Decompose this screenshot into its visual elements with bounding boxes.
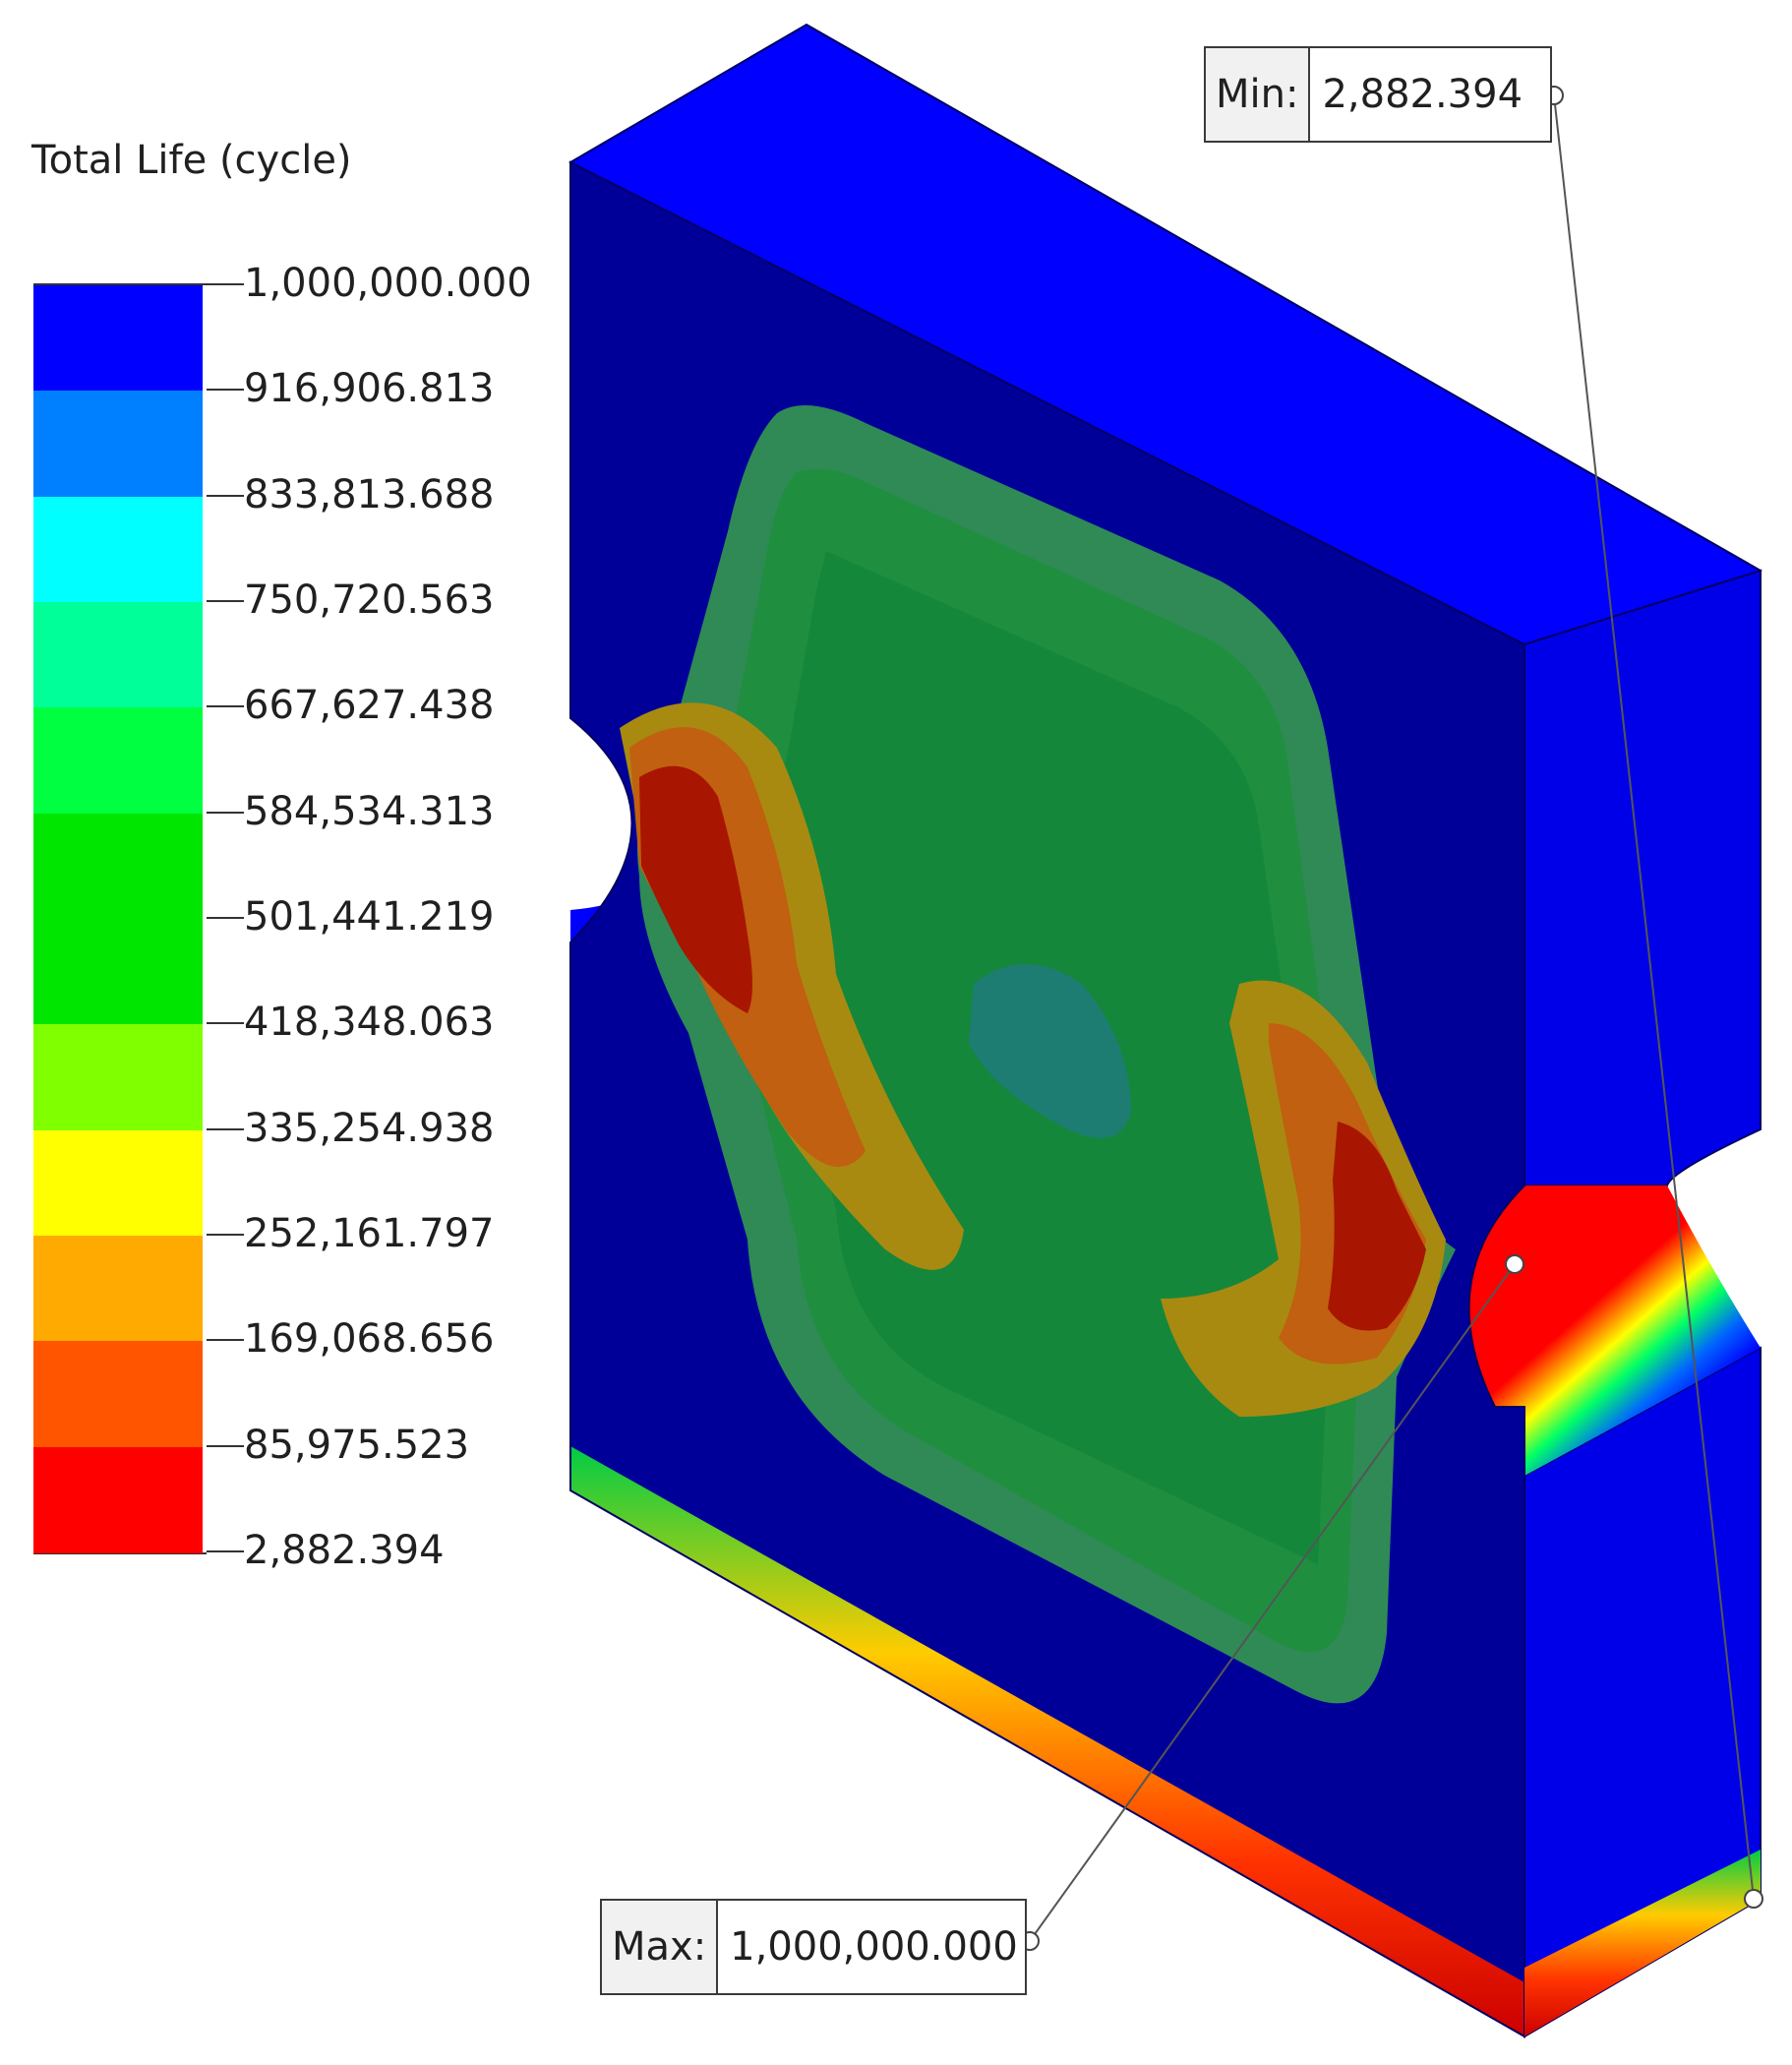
legend-label: 335,254.938 — [244, 1105, 495, 1151]
legend-tick — [207, 283, 244, 285]
legend-tick — [207, 705, 244, 708]
legend-label: 833,813.688 — [244, 471, 495, 517]
legend-tick — [207, 600, 244, 602]
legend-title: Total Life (cycle) — [31, 138, 352, 183]
min-probe-label: Min: — [1206, 48, 1311, 141]
legend-color-bar — [33, 283, 207, 1554]
legend-tick — [207, 1339, 244, 1342]
legend-tick — [207, 811, 244, 814]
legend-label: 169,068.656 — [244, 1316, 495, 1363]
legend-band — [33, 1446, 203, 1553]
right-hotspot-inner — [1328, 1122, 1426, 1331]
max-probe-label: Max: — [602, 1901, 719, 1993]
legend-band — [33, 1236, 203, 1343]
legend-band — [33, 496, 203, 603]
legend-label: 916,906.813 — [244, 366, 495, 412]
legend-tick — [207, 917, 244, 919]
max-probe-point — [1505, 1254, 1524, 1274]
legend-label: 584,534.313 — [244, 788, 495, 834]
right-lower-bottom-band — [1524, 1850, 1761, 2036]
legend-tick — [207, 1127, 244, 1130]
legend-band — [33, 391, 203, 498]
legend-tick — [207, 1550, 244, 1552]
min-probe-point — [1744, 1889, 1763, 1909]
max-probe-box[interactable]: Max: 1,000,000.000 — [600, 1899, 1027, 1995]
legend-tick — [207, 494, 244, 497]
legend-band — [33, 1024, 203, 1131]
left-hotspot-inner — [639, 765, 752, 1013]
legend-band — [33, 602, 203, 709]
legend-tick — [207, 1234, 244, 1236]
contour-center — [969, 964, 1131, 1138]
legend-label: 1,000,000.000 — [244, 261, 532, 306]
legend-label: 85,975.523 — [244, 1422, 470, 1468]
legend-label: 750,720.563 — [244, 577, 495, 623]
legend-label: 252,161.797 — [244, 1211, 495, 1256]
legend-label: 667,627.438 — [244, 683, 495, 729]
legend-label: 2,882.394 — [244, 1528, 445, 1573]
min-leader-line — [1553, 94, 1755, 1900]
legend-band — [33, 1341, 203, 1448]
right-face-upper — [1523, 569, 1762, 1186]
legend-tick — [207, 389, 244, 392]
legend-band — [33, 813, 203, 920]
legend-label: 501,441.219 — [244, 894, 495, 940]
min-probe-value: 2,882.394 — [1322, 72, 1523, 117]
legend-tick — [207, 1444, 244, 1447]
max-probe-value: 1,000,000.000 — [730, 1924, 1018, 1970]
legend-band — [33, 1129, 203, 1237]
max-leader-line — [1029, 1263, 1516, 1942]
legend-band — [33, 919, 203, 1026]
legend-label: 418,348.063 — [244, 1000, 495, 1046]
min-probe-box[interactable]: Min: 2,882.394 — [1204, 46, 1552, 143]
front-face — [570, 162, 1524, 2036]
legend-band — [33, 707, 203, 815]
legend-tick — [207, 1022, 244, 1025]
legend-band — [33, 285, 203, 393]
